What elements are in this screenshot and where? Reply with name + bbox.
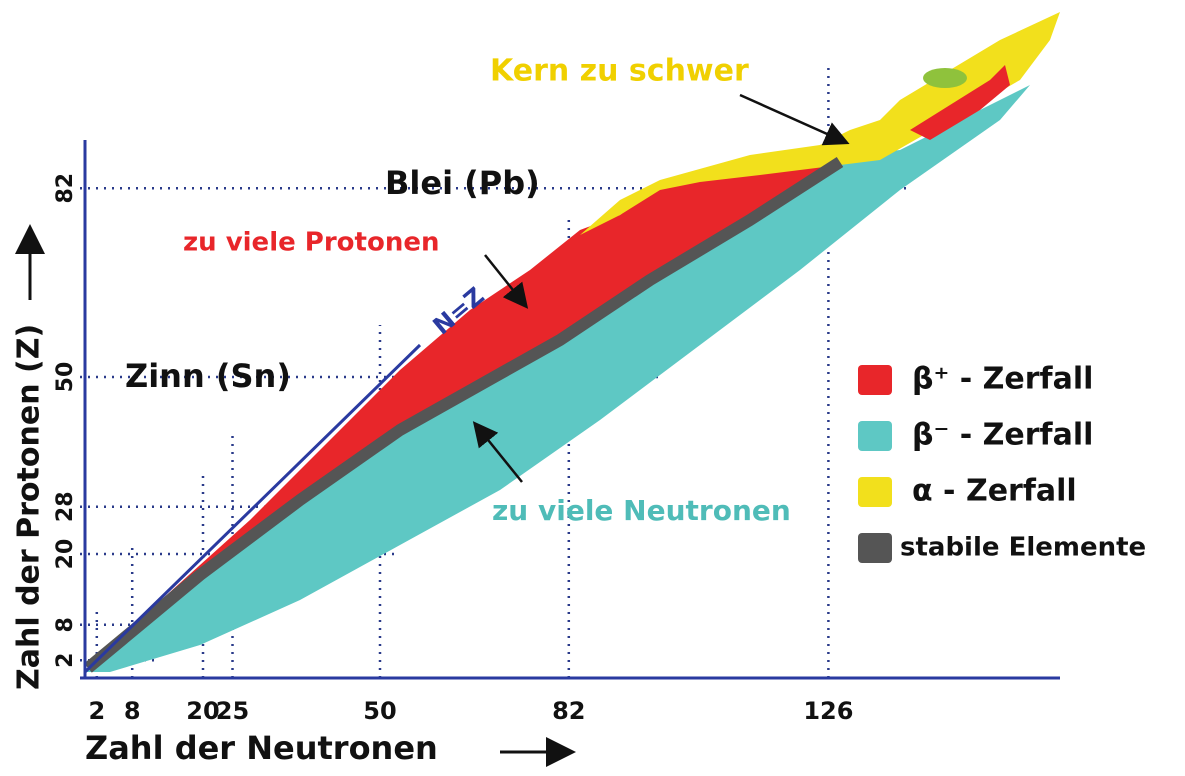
- beta-plus-region: [910, 65, 1010, 140]
- x-tick-label: 82: [552, 697, 585, 725]
- y-tick-label: 20: [53, 539, 78, 570]
- y-tick-label: 8: [53, 617, 78, 632]
- annotation: zu viele Protonen: [183, 228, 439, 258]
- y-tick-label: 82: [53, 173, 78, 204]
- x-tick-label: 25: [216, 697, 249, 725]
- x-axis-label: Zahl der Neutronen: [85, 729, 438, 767]
- annotation: Kern zu schwer: [490, 54, 749, 89]
- x-tick-label: 8: [124, 697, 141, 725]
- x-tick-label: 50: [363, 697, 396, 725]
- legend-swatch: [858, 477, 892, 507]
- legend-label: stabile Elemente: [900, 533, 1146, 563]
- legend-swatch: [858, 533, 892, 563]
- stable-band: [84, 156, 844, 673]
- x-tick-label: 2: [88, 697, 105, 725]
- arrow: [484, 254, 529, 309]
- alpha-region: [580, 12, 1060, 235]
- n-equals-z-line: [83, 343, 422, 674]
- y-tick-label: 28: [53, 491, 78, 522]
- annotation: zu viele Neutronen: [492, 494, 791, 527]
- annotation: Blei (Pb): [385, 164, 540, 202]
- legend-label: β⁻ - Zerfall: [912, 418, 1093, 453]
- x-tick-label: 126: [803, 697, 853, 725]
- annotation: Zinn (Sn): [125, 357, 291, 395]
- y-axis-label: Zahl der Protonen (Z): [12, 324, 47, 690]
- legend-swatch: [858, 421, 892, 451]
- x-tick-label: 20: [186, 697, 219, 725]
- green-patch: [923, 68, 967, 88]
- legend-swatch: [858, 365, 892, 395]
- y-tick-label: 2: [53, 653, 78, 668]
- arrow: [472, 421, 523, 483]
- beta-minus-region: [85, 85, 1030, 672]
- legend-label: β⁺ - Zerfall: [912, 362, 1093, 397]
- y-tick-label: 50: [53, 362, 78, 393]
- legend-label: α - Zerfall: [912, 474, 1077, 509]
- arrow: [739, 93, 850, 146]
